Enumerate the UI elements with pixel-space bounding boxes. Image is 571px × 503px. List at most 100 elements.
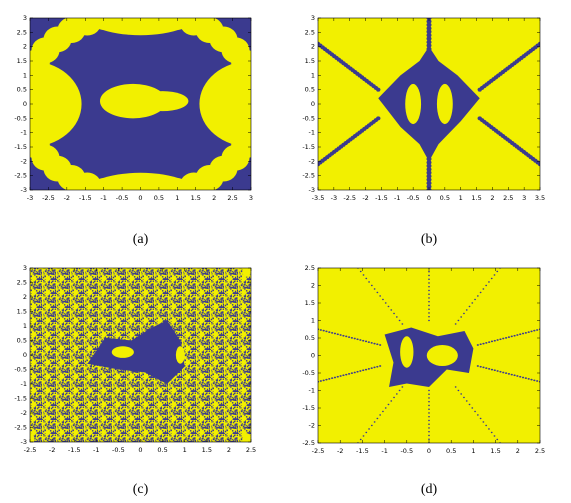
- basin: [504, 372, 508, 375]
- basin: [376, 291, 379, 294]
- basin: [516, 375, 519, 377]
- y-tick-label: -2.5: [302, 172, 315, 180]
- x-tick-label: 2.5: [246, 446, 256, 454]
- basin: [370, 367, 373, 370]
- x-tick-label: -0.5: [407, 194, 420, 202]
- x-tick-label: -3.5: [312, 194, 325, 202]
- basin: [426, 29, 432, 35]
- basin: [533, 329, 536, 332]
- x-tick-label: 2.5: [227, 194, 237, 202]
- basin: [426, 39, 432, 45]
- basin: [428, 423, 430, 425]
- basin: [502, 337, 505, 340]
- basin: [356, 338, 359, 341]
- basin: [524, 377, 527, 380]
- basin: [384, 302, 387, 304]
- x-tick-label: -1.5: [68, 446, 81, 454]
- basin: [516, 334, 519, 336]
- basin: [136, 91, 189, 112]
- basin: [428, 289, 430, 292]
- basin: [368, 428, 370, 430]
- basin: [465, 309, 468, 311]
- basin: [426, 170, 432, 176]
- basin: [359, 339, 362, 341]
- basin: [401, 323, 404, 325]
- x-tick-label: 0: [138, 446, 142, 454]
- basin: [426, 173, 432, 179]
- basin: [468, 305, 471, 308]
- y-tick-label: 1: [311, 317, 315, 325]
- x-tick-label: 0.5: [446, 447, 456, 455]
- basin: [510, 373, 513, 376]
- basin: [507, 336, 511, 338]
- basin: [530, 330, 533, 333]
- x-tick-label: 1.5: [202, 446, 212, 454]
- basin: [379, 414, 382, 416]
- y-tick-label: 2: [23, 43, 27, 51]
- basin: [325, 378, 328, 381]
- basin: [390, 400, 393, 402]
- basin: [426, 180, 432, 186]
- basin: [428, 312, 430, 314]
- basin: [370, 341, 373, 344]
- basin: [87, 320, 185, 384]
- basin: [30, 433, 35, 442]
- basin: [362, 339, 365, 342]
- basin: [426, 43, 432, 48]
- basin: [347, 373, 351, 375]
- basin: [482, 342, 485, 345]
- basin: [428, 397, 430, 399]
- y-tick-label: 0: [23, 100, 27, 108]
- panel-caption: (c): [133, 482, 149, 497]
- basin: [537, 162, 540, 167]
- x-tick-label: -2: [337, 447, 343, 455]
- basin: [378, 46, 480, 162]
- basin: [373, 342, 376, 345]
- basin: [493, 339, 496, 342]
- basin: [488, 428, 490, 430]
- x-tick-label: -2.5: [42, 194, 55, 202]
- x-tick-label: -1.5: [356, 447, 369, 455]
- basin: [428, 408, 430, 410]
- basin: [527, 378, 530, 380]
- basin: [507, 373, 511, 375]
- basin: [426, 32, 432, 38]
- y-tick-label: 2: [311, 282, 315, 290]
- y-tick-label: 3: [23, 14, 27, 22]
- basin: [468, 403, 471, 406]
- y-tick-label: -2.5: [14, 424, 27, 432]
- basin: [463, 396, 465, 399]
- basin: [428, 274, 430, 277]
- x-tick-label: -0.5: [400, 447, 413, 455]
- basin: [175, 346, 185, 364]
- basin: [382, 410, 384, 413]
- basin: [479, 343, 482, 346]
- y-tick-label: 1.5: [17, 57, 27, 65]
- basin: [479, 365, 482, 368]
- basin: [488, 367, 491, 370]
- basin: [476, 365, 479, 367]
- basin: [362, 435, 365, 437]
- y-tick-label: 1.5: [305, 299, 315, 307]
- x-tick-label: -0.5: [112, 446, 125, 454]
- basin: [524, 331, 527, 334]
- basin: [331, 331, 334, 334]
- basin: [428, 271, 430, 273]
- basin: [359, 370, 362, 372]
- basin: [426, 167, 432, 172]
- y-tick-label: -2: [21, 157, 27, 165]
- y-tick-label: -0.5: [302, 369, 315, 377]
- x-tick-label: 3.5: [535, 194, 545, 202]
- basin: [465, 400, 468, 402]
- basin: [368, 281, 370, 283]
- basin: [496, 339, 499, 341]
- basin: [342, 374, 345, 377]
- fractal-image: [30, 268, 251, 442]
- basin: [328, 378, 331, 380]
- basin: [428, 278, 430, 280]
- basin: [339, 375, 342, 377]
- y-tick-label: -2: [21, 409, 27, 417]
- y-tick-label: 2: [311, 43, 315, 51]
- basin: [521, 332, 525, 335]
- panel-caption: (b): [421, 232, 438, 247]
